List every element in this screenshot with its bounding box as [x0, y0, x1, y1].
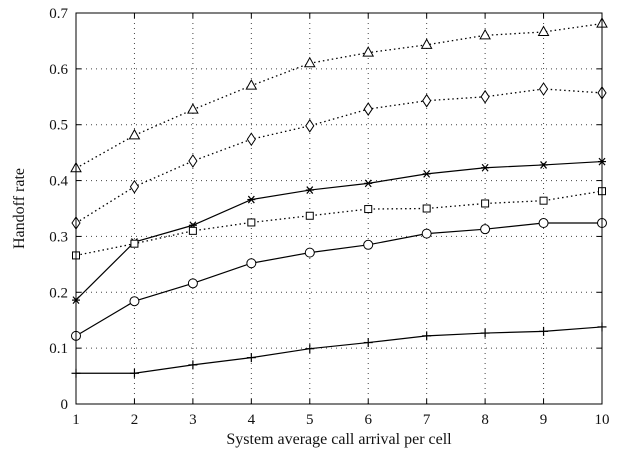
series-line-asterisk: [75, 160, 603, 301]
series-plus: [71, 322, 607, 378]
circle-marker: [538, 218, 549, 229]
axis-ticks: 1 2 3 4 5 6 7 8 9 10 0 0.1 0.2 0.3 0.4 0.5 0.6 0.7: [49, 6, 609, 428]
square-marker: [305, 211, 314, 220]
circle-marker: [304, 247, 315, 258]
asterisk-stroke: [364, 179, 372, 188]
y-tick-label: 0.7: [49, 6, 68, 22]
plus-marker: [422, 331, 432, 341]
y-tick-label: 0.1: [49, 341, 68, 357]
triangle-marker: [362, 46, 375, 57]
x-tick-label: 4: [248, 412, 256, 428]
x-tick-label: 9: [540, 412, 548, 428]
square-marker: [481, 199, 490, 208]
series-layer: [70, 17, 608, 378]
x-tick-label: 2: [131, 412, 139, 428]
circle-marker: [246, 258, 257, 269]
diamond-marker: [129, 179, 140, 194]
asterisk-stroke: [481, 163, 489, 172]
diamond-marker: [188, 154, 198, 168]
triangle-marker: [420, 38, 433, 49]
y-tick-label: 0.3: [49, 229, 68, 245]
series-line-square: [75, 190, 603, 257]
asterisk-marker: [539, 161, 548, 169]
y-tick-label: 0: [61, 397, 69, 413]
plus-marker: [188, 360, 198, 370]
square-marker: [130, 239, 139, 248]
diamond-marker: [480, 89, 490, 104]
triangle-marker: [479, 28, 491, 40]
diamond-marker: [422, 93, 432, 108]
circle-marker: [363, 239, 374, 250]
plot-frame: [75, 12, 603, 405]
x-tick-label: 8: [481, 412, 489, 428]
asterisk-stroke: [540, 161, 548, 169]
asterisk-marker: [247, 195, 256, 204]
square-marker: [364, 205, 373, 214]
plus-marker: [129, 368, 139, 378]
series-line-circle: [75, 222, 602, 337]
diamond-marker: [538, 82, 549, 96]
circle-marker: [480, 224, 491, 235]
asterisk-stroke: [423, 169, 431, 178]
series-line-triangle: [75, 22, 603, 169]
plus-marker: [363, 338, 373, 348]
square-marker: [539, 196, 548, 205]
square-marker: [247, 218, 256, 227]
diamond-marker: [246, 132, 256, 147]
x-tick-label: 5: [306, 412, 314, 428]
series-circle: [71, 218, 607, 341]
diamond-marker: [305, 118, 315, 133]
asterisk-marker: [305, 186, 314, 194]
triangle-marker: [537, 25, 550, 36]
x-tick-label: 3: [189, 412, 197, 428]
plus-marker: [305, 344, 315, 354]
series-line-diamond: [75, 88, 603, 224]
asterisk-marker: [422, 169, 431, 178]
circle-marker: [187, 278, 198, 289]
x-tick-label: 1: [72, 412, 80, 428]
diamond-marker: [363, 102, 373, 116]
series-asterisk: [72, 157, 606, 304]
series-diamond: [71, 82, 607, 230]
series-line-plus: [76, 326, 603, 374]
asterisk-marker: [481, 163, 490, 172]
plus-marker: [246, 353, 256, 363]
y-tick-label: 0.2: [49, 285, 68, 301]
triangle-marker: [303, 56, 316, 68]
x-axis-label: System average call arrival per cell: [226, 431, 452, 448]
triangle-marker: [187, 103, 199, 114]
triangle-marker: [245, 79, 258, 90]
plus-marker: [539, 326, 549, 336]
asterisk-stroke: [306, 186, 314, 194]
square-marker: [188, 226, 197, 235]
series-triangle: [70, 17, 608, 173]
y-tick-label: 0.6: [49, 62, 68, 78]
y-tick-label: 0.5: [49, 118, 68, 134]
square-marker: [422, 204, 431, 213]
x-tick-label: 7: [423, 412, 431, 428]
y-axis-label: Handoff rate: [11, 168, 28, 249]
y-tick-label: 0.4: [49, 174, 68, 190]
x-tick-label: 6: [364, 412, 372, 428]
asterisk-marker: [364, 179, 373, 188]
x-tick-label: 10: [595, 412, 610, 428]
plus-marker: [480, 328, 490, 338]
circle-marker: [129, 296, 140, 307]
asterisk-stroke: [247, 195, 255, 204]
triangle-marker: [128, 128, 141, 140]
circle-marker: [421, 228, 432, 239]
